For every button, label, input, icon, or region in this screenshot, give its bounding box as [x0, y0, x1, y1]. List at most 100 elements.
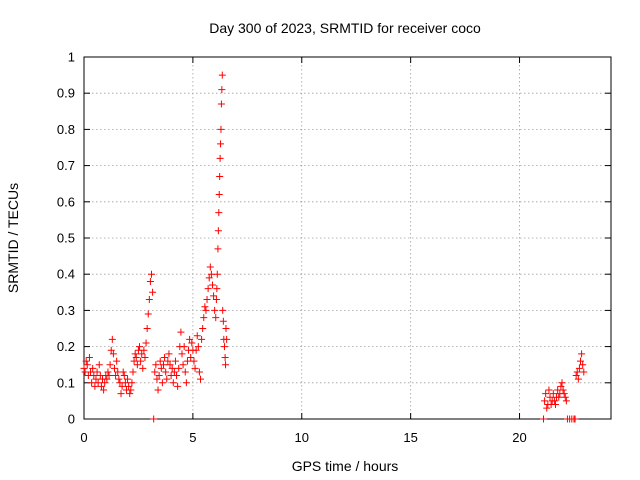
data-point	[90, 372, 98, 380]
data-point	[136, 343, 144, 351]
y-tick-label: 0.2	[57, 339, 75, 354]
data-point	[115, 375, 123, 383]
data-point	[124, 375, 132, 383]
x-tick-label: 10	[295, 430, 309, 445]
data-point	[217, 140, 225, 148]
data-point	[215, 191, 223, 199]
data-point	[182, 379, 190, 387]
data-point	[80, 364, 88, 372]
data-point	[214, 227, 222, 235]
data-point	[101, 379, 109, 387]
data-point	[152, 361, 160, 369]
y-tick-label: 0.5	[57, 231, 75, 246]
y-tick-label: 0.9	[57, 86, 75, 101]
data-point	[127, 386, 135, 394]
data-point	[574, 375, 582, 383]
data-point	[104, 368, 112, 376]
data-point	[173, 372, 181, 380]
x-tick-label: 0	[80, 430, 87, 445]
data-point	[573, 368, 581, 376]
x-tick-label: 15	[403, 430, 417, 445]
data-point	[130, 357, 138, 365]
data-point	[125, 382, 133, 390]
data-point	[222, 361, 230, 369]
y-tick-label: 1	[68, 50, 75, 65]
data-point	[559, 386, 567, 394]
data-point	[85, 353, 93, 361]
data-point	[579, 361, 587, 369]
data-point	[87, 368, 95, 376]
data-point	[139, 364, 147, 372]
data-point	[578, 350, 586, 358]
data-point	[129, 368, 137, 376]
data-point	[93, 368, 101, 376]
data-point	[153, 375, 161, 383]
x-tick-label: 20	[512, 430, 526, 445]
data-point	[561, 393, 569, 401]
data-point	[138, 350, 146, 358]
data-point	[156, 357, 164, 365]
data-point	[217, 100, 225, 108]
data-point	[212, 296, 220, 304]
data-point	[212, 314, 220, 322]
data-point	[206, 263, 214, 271]
data-point	[131, 350, 139, 358]
data-point	[218, 86, 226, 94]
data-point	[216, 172, 224, 180]
data-point	[82, 357, 90, 365]
data-point	[118, 382, 126, 390]
data-point	[171, 357, 179, 365]
data-point	[112, 372, 120, 380]
y-tick-label: 0.1	[57, 375, 75, 390]
data-point	[216, 154, 224, 162]
data-point	[148, 270, 156, 278]
data-point	[219, 317, 227, 325]
data-point	[95, 361, 103, 369]
data-point	[107, 346, 115, 354]
data-point	[180, 343, 188, 351]
x-axis-label: GPS time / hours	[292, 458, 399, 474]
data-point	[193, 332, 201, 340]
data-point	[145, 296, 153, 304]
data-point	[541, 397, 549, 405]
data-point	[210, 292, 218, 300]
data-point	[194, 343, 202, 351]
data-point	[169, 379, 177, 387]
data-point	[170, 368, 178, 376]
data-point	[201, 303, 209, 311]
data-point	[200, 314, 208, 322]
data-point	[142, 339, 150, 347]
data-point	[575, 364, 583, 372]
data-point	[150, 415, 158, 423]
data-point	[88, 379, 96, 387]
data-point	[113, 357, 121, 365]
data-point	[133, 361, 141, 369]
data-point	[203, 296, 211, 304]
data-point	[191, 364, 199, 372]
data-point	[146, 277, 154, 285]
data-point	[132, 353, 140, 361]
data-point	[211, 306, 219, 314]
y-tick-label: 0.7	[57, 158, 75, 173]
y-tick-label: 0.4	[57, 267, 75, 282]
data-point	[223, 335, 231, 343]
data-point	[109, 350, 117, 358]
data-point	[143, 325, 151, 332]
data-point	[154, 386, 162, 394]
data-point	[128, 379, 136, 387]
data-point	[158, 379, 166, 387]
data-point	[159, 361, 167, 369]
data-point	[94, 379, 102, 387]
data-point	[542, 390, 550, 398]
data-point	[215, 209, 223, 217]
data-point	[198, 335, 206, 343]
data-point	[186, 335, 194, 343]
data-point	[205, 274, 213, 282]
data-point	[105, 372, 113, 380]
data-point	[89, 364, 97, 372]
data-point	[175, 364, 183, 372]
data-point	[92, 375, 100, 383]
data-point	[195, 368, 203, 376]
data-point	[562, 397, 570, 405]
